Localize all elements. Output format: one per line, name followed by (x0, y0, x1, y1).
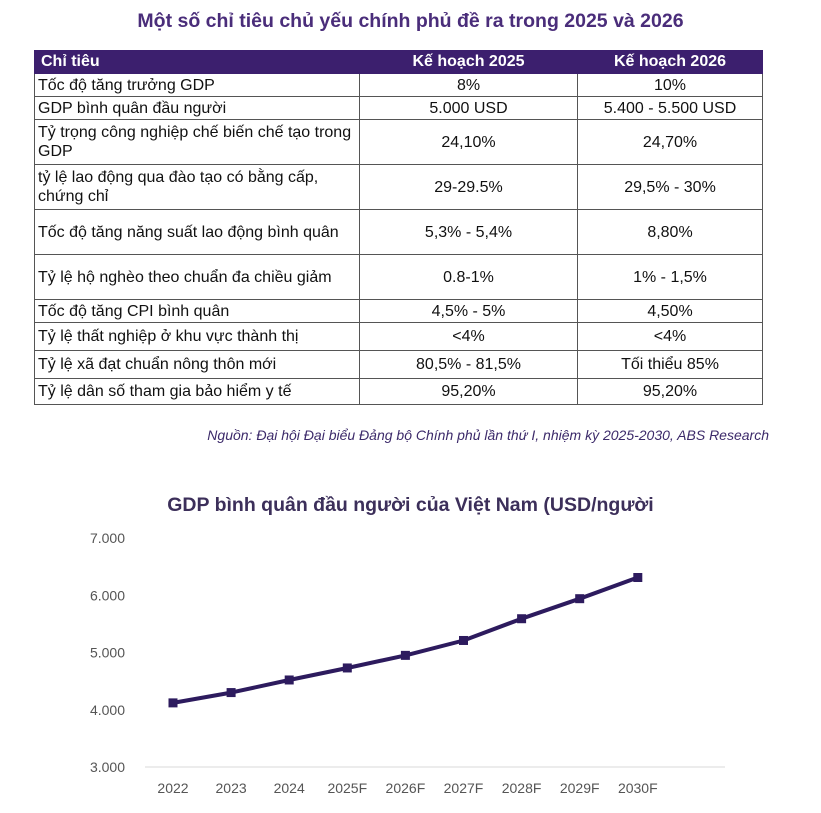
data-point-marker (168, 698, 178, 708)
header-plan-2025: Kế hoạch 2025 (359, 50, 578, 74)
x-tick-label: 2026F (386, 780, 426, 796)
table-title: Một số chỉ tiêu chủ yếu chính phủ đề ra … (137, 10, 684, 32)
plan-2026-cell: 10% (577, 73, 763, 97)
table-row: Tốc độ tăng trưởng GDP 8% 10% (34, 73, 763, 97)
data-point-marker (459, 635, 468, 645)
plan-2025-cell: <4% (359, 322, 578, 351)
x-tick-label: 2030F (618, 780, 658, 796)
table-row: Tỷ lệ dân số tham gia bảo hiểm y tế 95,2… (34, 378, 763, 405)
plan-2026-cell: 95,20% (577, 378, 763, 405)
chart-title: GDP bình quân đầu người của Việt Nam (US… (167, 494, 654, 516)
plan-2025-cell: 4,5% - 5% (359, 299, 578, 323)
data-point-marker (342, 663, 352, 673)
table-header-row: Chỉ tiêu Kế hoạch 2025 Kế hoạch 2026 (34, 50, 763, 74)
indicator-cell: Tỷ lệ xã đạt chuẩn nông thôn mới (34, 350, 360, 379)
x-tick-label: 2029F (560, 780, 600, 796)
table-row: Tốc độ tăng năng suất lao động bình quân… (34, 209, 763, 255)
data-point-marker (400, 650, 410, 660)
data-point-marker (517, 614, 527, 624)
plan-2025-cell: 80,5% - 81,5% (359, 350, 578, 379)
data-point-marker (226, 688, 236, 698)
plan-2026-cell: Tối thiểu 85% (577, 350, 763, 379)
plan-2026-cell: 1% - 1,5% (577, 254, 763, 300)
x-tick-label: 2023 (216, 780, 247, 796)
plan-2026-cell: 29,5% - 30% (577, 164, 763, 210)
plan-2025-cell: 5.000 USD (359, 96, 578, 120)
plan-2026-cell: 8,80% (577, 209, 763, 255)
table-row: Tỷ lệ xã đạt chuẩn nông thôn mới 80,5% -… (34, 350, 763, 379)
x-tick-label: 2025F (327, 780, 367, 796)
gdp-line-chart: 3.000 4.000 5.000 6.000 7.000 2022 2023 2024 20… (90, 530, 725, 796)
y-tick-label: 4.000 (90, 702, 125, 718)
table-row: tỷ lệ lao động qua đào tạo có bằng cấp, … (34, 164, 763, 210)
plan-2025-cell: 8% (359, 73, 578, 97)
plan-2026-cell: 24,70% (577, 119, 763, 165)
indicator-cell: GDP bình quân đầu người (34, 96, 360, 120)
plan-2026-cell: <4% (577, 322, 763, 351)
header-plan-2026: Kế hoạch 2026 (577, 50, 763, 74)
indicator-cell: Tốc độ tăng trưởng GDP (34, 73, 360, 97)
table-source-note: Nguồn: Đại hội Đại biểu Đảng bộ Chính ph… (207, 427, 769, 443)
plan-2025-cell: 95,20% (359, 378, 578, 405)
table-row: Tỷ trọng công nghiệp chế biến chế tạo tr… (34, 119, 763, 165)
table-row: Tỷ lệ thất nghiệp ở khu vực thành thị <4… (34, 322, 763, 351)
x-tick-label: 2024 (274, 780, 305, 796)
indicator-cell: Tốc độ tăng CPI bình quân (34, 299, 360, 323)
data-point-marker (284, 675, 294, 685)
plan-2026-cell: 5.400 - 5.500 USD (577, 96, 763, 120)
data-point-marker (575, 594, 585, 604)
indicator-cell: tỷ lệ lao động qua đào tạo có bằng cấp, … (34, 164, 360, 210)
y-tick-label: 5.000 (90, 645, 125, 661)
y-tick-label: 6.000 (90, 587, 125, 603)
data-point-marker (633, 573, 643, 583)
indicator-cell: Tỷ lệ hộ nghèo theo chuẩn đa chiều giảm (34, 254, 360, 300)
x-tick-label: 2022 (157, 780, 188, 796)
plan-2026-cell: 4,50% (577, 299, 763, 323)
plan-2025-cell: 29-29.5% (359, 164, 578, 210)
indicator-cell: Tốc độ tăng năng suất lao động bình quân (34, 209, 360, 255)
y-tick-label: 7.000 (90, 530, 125, 546)
series-line-gdp (171, 575, 640, 705)
targets-table: Chỉ tiêu Kế hoạch 2025 Kế hoạch 2026 Tốc… (34, 50, 763, 405)
y-tick-label: 3.000 (90, 759, 125, 775)
x-tick-label: 2027F (444, 780, 484, 796)
plan-2025-cell: 5,3% - 5,4% (359, 209, 578, 255)
x-tick-label: 2028F (502, 780, 542, 796)
indicator-cell: Tỷ lệ thất nghiệp ở khu vực thành thị (34, 322, 360, 351)
table-row: Tốc độ tăng CPI bình quân 4,5% - 5% 4,50… (34, 299, 763, 323)
table-row: Tỷ lệ hộ nghèo theo chuẩn đa chiều giảm … (34, 254, 763, 300)
table-row: GDP bình quân đầu người 5.000 USD 5.400 … (34, 96, 763, 120)
header-indicator: Chỉ tiêu (34, 50, 360, 74)
indicator-cell: Tỷ trọng công nghiệp chế biến chế tạo tr… (34, 119, 360, 165)
plan-2025-cell: 0.8-1% (359, 254, 578, 300)
indicator-cell: Tỷ lệ dân số tham gia bảo hiểm y tế (34, 378, 360, 405)
plan-2025-cell: 24,10% (359, 119, 578, 165)
